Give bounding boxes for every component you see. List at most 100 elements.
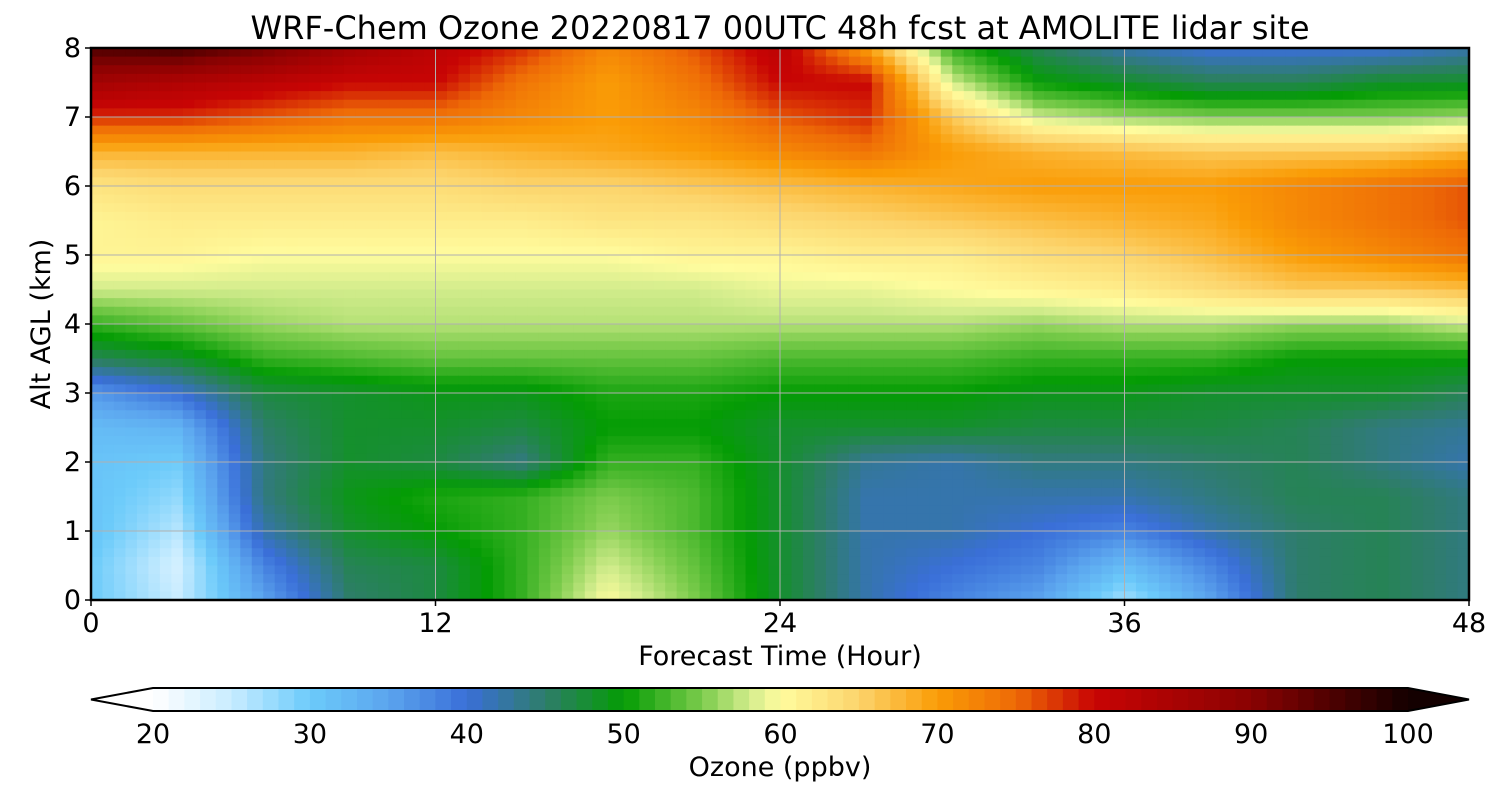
heat-cell xyxy=(688,82,701,92)
heat-cell xyxy=(1365,125,1378,135)
heat-cell xyxy=(274,375,287,385)
heat-cell xyxy=(780,246,793,256)
heat-cell xyxy=(263,349,276,360)
heat-cell xyxy=(1446,272,1459,282)
heat-cell xyxy=(814,401,827,411)
heat-cell xyxy=(412,82,425,92)
heat-cell xyxy=(998,367,1011,377)
heat-cell xyxy=(1411,142,1424,153)
heat-cell xyxy=(1090,229,1103,239)
heat-cell xyxy=(1021,91,1034,101)
heat-cell xyxy=(515,48,528,58)
heat-cell xyxy=(665,73,678,84)
heat-cell xyxy=(998,56,1011,66)
heat-cell xyxy=(171,134,184,144)
heat-cell xyxy=(481,289,494,299)
heat-cell xyxy=(860,349,873,360)
heat-cell xyxy=(136,117,150,127)
heat-cell xyxy=(1434,168,1447,178)
heat-cell xyxy=(584,237,597,247)
heat-cell xyxy=(986,48,999,58)
heat-cell xyxy=(355,341,368,351)
heat-cell xyxy=(757,151,770,161)
heat-cell xyxy=(837,229,850,239)
heat-cell xyxy=(780,237,793,247)
heat-cell xyxy=(584,401,597,411)
heat-cell xyxy=(1434,341,1447,351)
heat-cell xyxy=(159,280,172,291)
heat-cell xyxy=(251,246,264,256)
heat-cell xyxy=(745,332,758,342)
heat-cell xyxy=(1423,203,1436,213)
heat-cell xyxy=(389,82,402,92)
heat-cell xyxy=(1250,65,1263,75)
heat-cell xyxy=(113,263,127,273)
heat-cell xyxy=(389,177,402,187)
heat-cell xyxy=(1354,280,1367,291)
heat-cell xyxy=(699,401,712,411)
heat-cell xyxy=(1457,125,1469,135)
heat-cell xyxy=(274,367,287,377)
heat-cell xyxy=(550,99,563,109)
heat-cell xyxy=(1009,298,1022,308)
heat-cell xyxy=(217,349,230,360)
heat-cell xyxy=(550,134,563,144)
heat-cell xyxy=(297,289,310,299)
heat-cell xyxy=(1124,48,1137,58)
heat-cell xyxy=(320,177,333,187)
heat-cell xyxy=(699,246,712,256)
heat-cell xyxy=(446,306,460,316)
heat-cell xyxy=(1273,117,1286,127)
heat-cell xyxy=(1239,211,1252,222)
heat-cell xyxy=(940,315,953,325)
heat-cell xyxy=(515,186,528,196)
heat-cell xyxy=(251,280,264,291)
heat-cell xyxy=(929,194,942,204)
heat-cell xyxy=(998,255,1011,265)
heat-cell xyxy=(217,134,230,144)
heat-cell xyxy=(113,393,127,403)
heat-cell xyxy=(975,177,988,187)
heat-cell xyxy=(665,168,678,178)
heat-cell xyxy=(1239,73,1252,84)
heat-cell xyxy=(435,73,448,84)
heat-cell xyxy=(504,367,517,377)
heat-cell xyxy=(550,324,563,334)
heat-cell xyxy=(780,367,793,377)
heat-cell xyxy=(263,367,276,377)
heat-cell xyxy=(653,393,666,403)
heat-cell xyxy=(102,56,115,66)
heat-cell xyxy=(757,306,770,316)
heat-cell xyxy=(527,220,540,230)
heat-cell xyxy=(274,393,287,403)
heat-cell xyxy=(607,393,620,403)
heat-cell xyxy=(366,134,379,144)
heat-cell xyxy=(940,186,953,196)
heat-cell xyxy=(642,91,655,101)
heat-cell xyxy=(883,211,896,222)
heat-cell xyxy=(917,393,930,403)
heat-cell xyxy=(240,306,253,316)
heat-cell xyxy=(814,160,827,170)
heat-cell xyxy=(561,151,574,161)
heat-cell xyxy=(205,341,218,351)
heat-cell xyxy=(446,229,460,239)
heat-cell xyxy=(378,384,391,394)
heat-cell xyxy=(883,203,896,213)
heat-cell xyxy=(1124,315,1137,325)
heat-cell xyxy=(653,160,666,170)
heat-cell xyxy=(458,401,471,411)
heat-cell xyxy=(757,341,770,351)
heat-cell xyxy=(1319,151,1332,161)
heat-cell xyxy=(1423,332,1436,342)
heat-cell xyxy=(171,324,184,334)
heat-cell xyxy=(963,358,976,368)
heat-cell xyxy=(653,82,666,92)
heat-cell xyxy=(757,168,770,178)
heat-cell xyxy=(1124,108,1137,118)
heat-cell xyxy=(1319,315,1332,325)
heat-cell xyxy=(446,324,460,334)
heat-cell xyxy=(515,280,528,291)
heat-cell xyxy=(848,349,861,360)
heat-cell xyxy=(1124,289,1137,299)
